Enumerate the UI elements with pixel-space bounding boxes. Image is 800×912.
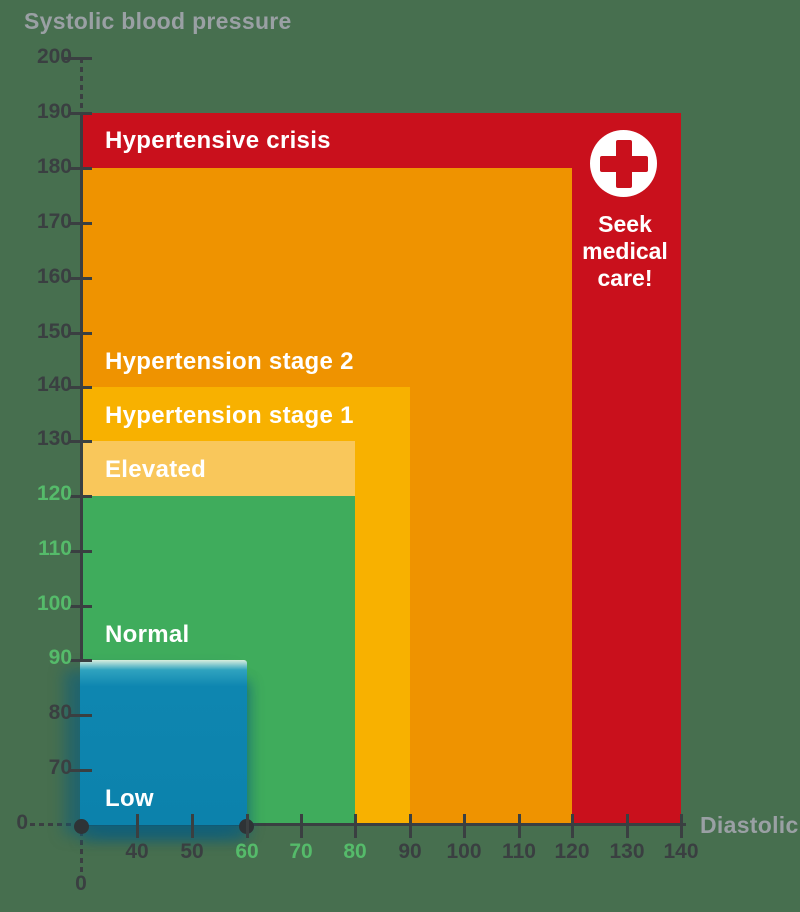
y-tick-110 [70, 550, 92, 553]
y-label-110: 110 [38, 537, 72, 560]
y-axis-title: Systolic blood pressure [24, 8, 292, 34]
label-hypertensive-crisis: Hypertensive crisis [105, 127, 331, 154]
seek-medical-care-text: Seek medical care! [565, 211, 685, 292]
label-normal: Normal [105, 621, 190, 648]
y-axis-break-dashes [80, 58, 83, 112]
x-label-90: 90 [398, 840, 422, 863]
label-hypertension-stage-2: Hypertension stage 2 [105, 348, 354, 375]
y-axis-line [80, 112, 83, 826]
x-label-80: 80 [343, 840, 367, 863]
y-tick-120 [70, 495, 92, 498]
x-tick-70 [300, 814, 303, 838]
seek-line-2: medical [582, 238, 668, 264]
y-label-190: 190 [36, 100, 72, 123]
region-low [80, 660, 247, 825]
label-low: Low [105, 785, 154, 812]
x-tick-140 [680, 814, 683, 838]
x-axis-line [78, 823, 686, 826]
x-label-0: 0 [75, 872, 87, 895]
cross-vertical-bar [616, 140, 632, 188]
x-tick-80 [354, 814, 357, 838]
y-label-130: 130 [36, 427, 72, 450]
y-label-150: 150 [36, 320, 72, 343]
y-tick-100 [70, 605, 92, 608]
y-origin-dashes [30, 823, 78, 826]
y-tick-190 [70, 112, 92, 115]
y-tick-180 [70, 167, 92, 170]
label-hypertension-stage-1: Hypertension stage 1 [105, 402, 354, 429]
medical-cross-icon [590, 130, 657, 197]
x-tick-100 [463, 814, 466, 838]
x-tick-60 [246, 814, 249, 838]
y-tick-170 [70, 222, 92, 225]
x-label-130: 130 [609, 840, 645, 863]
x-origin-dashes [80, 831, 83, 873]
origin-corner-dot [74, 819, 89, 834]
y-label-120: 120 [36, 482, 72, 505]
y-label-100: 100 [36, 592, 72, 615]
x-tick-130 [626, 814, 629, 838]
label-elevated: Elevated [105, 456, 207, 483]
y-label-160: 160 [36, 265, 72, 288]
x-label-140: 140 [663, 840, 699, 863]
x-tick-40 [136, 814, 139, 838]
x-tick-110 [518, 814, 521, 838]
x-label-60: 60 [235, 840, 259, 863]
x-label-100: 100 [446, 840, 482, 863]
x-label-50: 50 [180, 840, 204, 863]
x-label-40: 40 [125, 840, 149, 863]
y-tick-160 [70, 277, 92, 280]
y-label-140: 140 [36, 373, 72, 396]
y-label-80: 80 [48, 701, 72, 724]
x-axis-title: Diastolic [700, 812, 799, 838]
x-label-110: 110 [502, 840, 536, 863]
x-label-70: 70 [289, 840, 313, 863]
x-tick-50 [191, 814, 194, 838]
y-label-70: 70 [48, 756, 72, 779]
y-tick-90 [70, 659, 92, 662]
seek-line-1: Seek [598, 211, 652, 237]
y-tick-130 [70, 440, 92, 443]
x-tick-120 [571, 814, 574, 838]
y-label-180: 180 [36, 155, 72, 178]
y-label-170: 170 [36, 210, 72, 233]
x-tick-90 [409, 814, 412, 838]
x-label-120: 120 [554, 840, 590, 863]
y-label-90: 90 [48, 646, 72, 669]
y-label-0: 0 [16, 811, 28, 834]
y-label-200: 200 [36, 45, 72, 68]
y-tick-150 [70, 332, 92, 335]
y-tick-70 [70, 769, 92, 772]
seek-line-3: care! [597, 265, 653, 291]
y-tick-80 [70, 714, 92, 717]
y-tick-200 [63, 57, 92, 60]
y-tick-140 [70, 386, 92, 389]
